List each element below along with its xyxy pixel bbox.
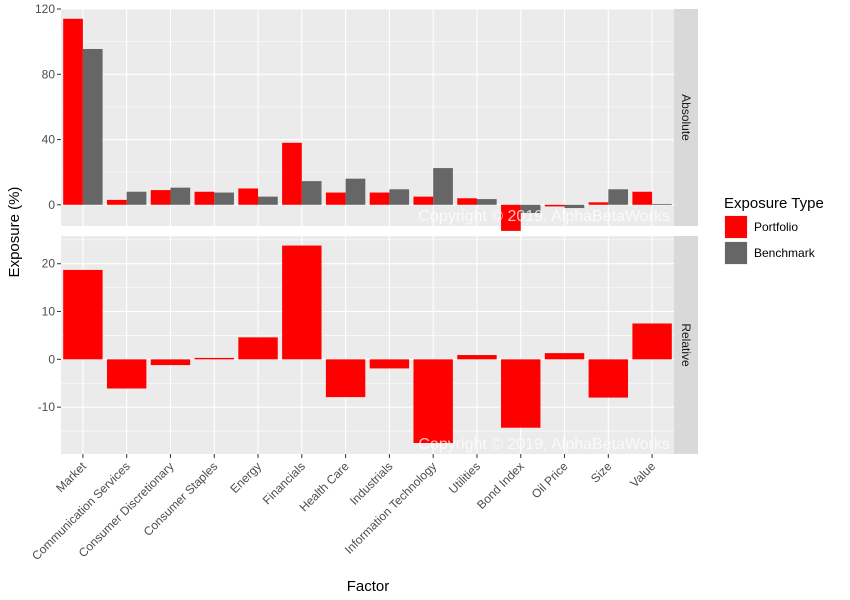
bar-benchmark bbox=[82, 48, 103, 205]
bar-portfolio bbox=[632, 191, 653, 205]
bar-benchmark bbox=[564, 204, 585, 209]
bar-portfolio bbox=[544, 204, 565, 207]
bar-benchmark bbox=[258, 196, 278, 205]
bar-benchmark bbox=[608, 189, 629, 205]
bar-portfolio bbox=[150, 190, 171, 205]
facet-strips: Absolute Relative bbox=[674, 9, 698, 454]
y-tick-label: 80 bbox=[42, 67, 56, 81]
bar-portfolio bbox=[194, 357, 234, 360]
y-tick-label: 0 bbox=[48, 198, 55, 212]
facet-strip-label: Absolute bbox=[679, 94, 693, 141]
bar-portfolio bbox=[194, 191, 215, 205]
y-tick-label: 0 bbox=[48, 352, 55, 366]
x-tick-label: Value bbox=[627, 459, 658, 490]
panel-background bbox=[61, 236, 674, 454]
bar-benchmark bbox=[126, 191, 147, 205]
x-tick-label: Energy bbox=[227, 459, 264, 496]
bar-portfolio bbox=[413, 196, 434, 205]
watermarks: Copyright © 2019, AlphaBetaWorks Copyrigh… bbox=[418, 208, 670, 453]
bar-portfolio bbox=[544, 353, 585, 360]
bar-portfolio bbox=[501, 204, 521, 231]
bar-benchmark bbox=[301, 181, 322, 205]
legend-swatch-portfolio bbox=[725, 216, 747, 238]
bar-portfolio bbox=[325, 359, 366, 398]
y-tick-label: 20 bbox=[42, 257, 56, 271]
y-tick-label: -10 bbox=[38, 400, 56, 414]
legend-label-benchmark: Benchmark bbox=[754, 246, 816, 260]
bar-portfolio bbox=[106, 199, 127, 205]
bar-portfolio bbox=[150, 359, 191, 366]
y-tick-label: 10 bbox=[42, 305, 56, 319]
bar-portfolio bbox=[457, 355, 497, 360]
facet-strip bbox=[674, 236, 698, 454]
bar-portfolio bbox=[457, 198, 477, 205]
x-tick-label: Bond Index bbox=[474, 459, 527, 512]
x-tick-label: Consumer Staples bbox=[141, 459, 221, 539]
bar-benchmark bbox=[520, 204, 541, 213]
bar-portfolio bbox=[325, 192, 346, 205]
y-tick-label: 40 bbox=[42, 133, 56, 147]
bar-benchmark bbox=[345, 178, 366, 205]
panel-backgrounds bbox=[61, 8, 674, 454]
bar-portfolio bbox=[238, 188, 259, 205]
x-tick-label: Oil Price bbox=[529, 459, 571, 501]
bar-portfolio bbox=[282, 142, 302, 205]
bar-portfolio bbox=[106, 359, 147, 389]
facet-strip-label: Relative bbox=[679, 323, 693, 367]
bar-portfolio bbox=[63, 269, 103, 360]
bar-benchmark bbox=[214, 192, 234, 205]
bar-portfolio bbox=[588, 359, 629, 398]
bar-portfolio bbox=[413, 359, 453, 444]
bar-portfolio bbox=[369, 192, 390, 205]
x-tick-label: Size bbox=[588, 459, 615, 486]
bar-portfolio bbox=[282, 245, 322, 360]
x-axis-title: Factor bbox=[347, 578, 390, 595]
bar-portfolio bbox=[63, 18, 83, 205]
x-tick-label: Utilities bbox=[446, 459, 483, 496]
panel-background bbox=[61, 9, 674, 226]
bars bbox=[63, 18, 672, 444]
watermark: Copyright © 2019, AlphaBetaWorks bbox=[418, 208, 670, 225]
bar-benchmark bbox=[652, 203, 672, 205]
legend-swatch-benchmark bbox=[725, 242, 747, 264]
bar-benchmark bbox=[170, 187, 191, 205]
bar-portfolio bbox=[501, 359, 541, 428]
bar-portfolio bbox=[369, 359, 410, 369]
bar-portfolio bbox=[238, 337, 278, 360]
bar-portfolio bbox=[588, 202, 609, 205]
x-tick-label: Market bbox=[53, 459, 89, 495]
y-tick-label: 120 bbox=[35, 2, 55, 16]
facet-strip bbox=[674, 9, 698, 226]
y-axis-title: Exposure (%) bbox=[6, 187, 23, 278]
legend-title: Exposure Type bbox=[724, 195, 824, 212]
bar-benchmark bbox=[433, 168, 453, 205]
legend-label-portfolio: Portfolio bbox=[754, 220, 798, 234]
legend: Exposure Type Portfolio Benchmark bbox=[724, 195, 824, 265]
bar-portfolio bbox=[632, 323, 672, 360]
bar-benchmark bbox=[476, 199, 497, 205]
bar-benchmark bbox=[389, 189, 410, 205]
watermark: Copyright © 2019, AlphaBetaWorks bbox=[418, 436, 670, 453]
